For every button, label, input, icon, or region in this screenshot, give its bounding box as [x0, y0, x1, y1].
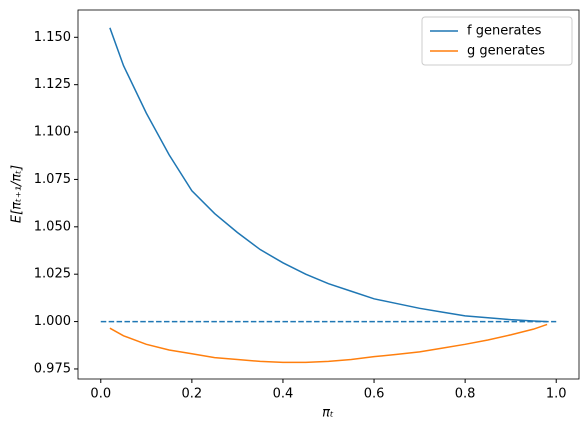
x-tick-label: 0.0 [90, 387, 111, 402]
y-tick-label: 1.000 [34, 314, 71, 329]
legend-label: f generates [467, 24, 542, 39]
legend-box [421, 16, 573, 66]
y-tick-label: 1.025 [34, 267, 71, 282]
series-line [109, 323, 548, 364]
x-tick-label: 0.6 [364, 387, 385, 402]
y-tick-label: 1.100 [34, 125, 71, 140]
y-tick-label: 1.050 [34, 219, 71, 234]
x-tick-label: 0.4 [273, 387, 294, 402]
y-tick-label: 0.975 [34, 361, 71, 376]
series-line [109, 27, 548, 323]
y-tick-label: 1.125 [34, 77, 71, 92]
x-axis-label: πₜ [322, 406, 334, 421]
y-tick-label: 1.075 [34, 172, 71, 187]
x-tick-label: 0.2 [182, 387, 203, 402]
legend-label: g generates [467, 44, 545, 59]
y-axis-label: E[πₜ₊₁/πₜ] [10, 165, 25, 223]
axes-frame [77, 9, 580, 380]
y-tick-label: 1.150 [34, 30, 71, 45]
x-tick-label: 0.8 [455, 387, 476, 402]
x-tick-label: 1.0 [546, 387, 567, 402]
